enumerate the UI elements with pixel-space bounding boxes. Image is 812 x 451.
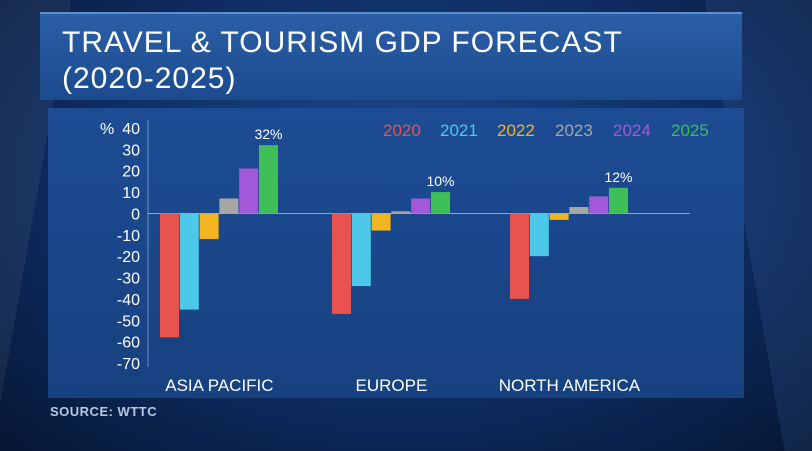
- legend-item-2024: 2024: [613, 121, 651, 140]
- bar-2022: [549, 213, 569, 220]
- bar-2020: [332, 213, 351, 314]
- chart-subtitle: (2020-2025): [62, 62, 237, 95]
- bar-2024: [239, 168, 259, 214]
- x-category-label: NORTH AMERICA: [499, 376, 641, 395]
- y-tick-label: -60: [117, 335, 140, 352]
- y-tick-label: -70: [117, 356, 140, 373]
- x-category-label: EUROPE: [356, 376, 428, 395]
- bar-2025: [609, 187, 628, 214]
- bar-2022: [371, 213, 391, 231]
- x-category-label: ASIA PACIFIC: [165, 376, 273, 395]
- bar-2022: [199, 213, 219, 240]
- y-tick-label: 0: [131, 206, 140, 223]
- y-tick-label: -30: [117, 271, 140, 288]
- data-label: 32%: [254, 126, 282, 142]
- source-label: SOURCE: WTTC: [50, 404, 158, 419]
- y-tick-label: -20: [117, 249, 140, 266]
- y-tick-label: 20: [122, 164, 140, 181]
- y-tick-label: -50: [117, 313, 140, 330]
- bar-2024: [589, 196, 609, 214]
- data-label: 12%: [604, 169, 632, 185]
- data-label: 10%: [426, 173, 454, 189]
- bar-2025: [259, 145, 278, 214]
- legend-item-2020: 2020: [383, 121, 421, 140]
- y-tick-label: 10: [122, 185, 140, 202]
- bar-2021: [179, 213, 199, 310]
- legend-item-2023: 2023: [555, 121, 593, 140]
- chart-title: TRAVEL & TOURISM GDP FORECAST: [62, 26, 623, 59]
- y-tick-label: -10: [117, 228, 140, 245]
- y-unit-label: %: [100, 121, 114, 138]
- legend-item-2021: 2021: [440, 121, 478, 140]
- bar-2024: [411, 198, 431, 214]
- bar-2023: [391, 211, 411, 214]
- bar-2025: [431, 192, 450, 214]
- bar-2021: [351, 213, 371, 287]
- legend-item-2022: 2022: [497, 121, 535, 140]
- bar-2020: [510, 213, 529, 299]
- title-panel: TRAVEL & TOURISM GDP FORECAST (2020-2025…: [40, 12, 742, 100]
- bar-2023: [569, 207, 589, 214]
- bar-2021: [529, 213, 549, 257]
- legend-item-2025: 2025: [671, 121, 709, 140]
- y-tick-label: 40: [122, 121, 140, 138]
- bar-2020: [160, 213, 179, 338]
- bar-2023: [219, 198, 239, 214]
- y-tick-label: -40: [117, 292, 140, 309]
- y-tick-label: 30: [122, 142, 140, 159]
